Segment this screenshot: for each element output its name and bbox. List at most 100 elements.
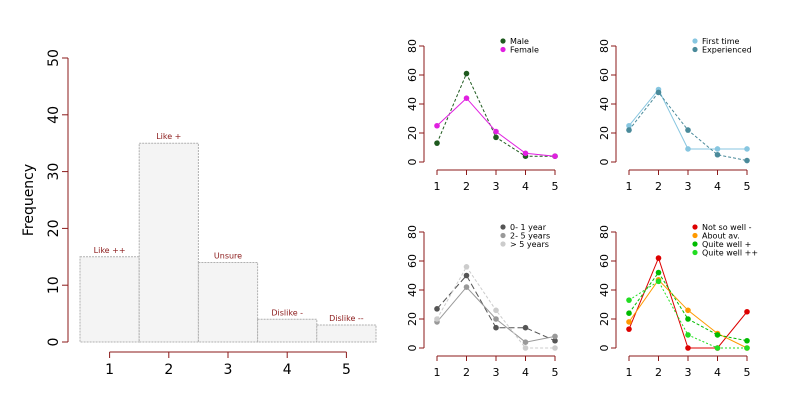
legend-marker (692, 38, 698, 44)
data-point (493, 316, 499, 322)
data-point (744, 157, 750, 164)
legend-entry: Female (510, 46, 539, 55)
x-tick-label: 3 (685, 366, 692, 379)
y-tick-label: 80 (598, 39, 611, 53)
data-point (552, 337, 558, 344)
data-point (493, 324, 499, 331)
x-tick-label: 1 (434, 180, 441, 193)
data-point (522, 150, 529, 157)
data-point (626, 319, 632, 325)
data-point (463, 70, 470, 77)
y-tick-label: 20 (406, 126, 419, 140)
x-tick-label: 5 (744, 180, 751, 193)
y-tick-label: 20 (598, 126, 611, 140)
legend-entry: Quite well + (702, 240, 751, 249)
y-tick-label: 80 (406, 39, 419, 53)
series-line (436, 72, 555, 157)
y-tick-label: 40 (46, 106, 62, 124)
data-point (434, 122, 440, 129)
data-point (522, 324, 529, 331)
data-point (685, 332, 691, 338)
data-point (655, 89, 662, 96)
legend-entry: Male (510, 37, 529, 46)
bar-label: Like + (156, 132, 181, 141)
series-line (436, 286, 556, 343)
y-tick-label: 0 (598, 345, 611, 352)
x-tick-label: 1 (105, 362, 114, 378)
x-tick-label: 3 (493, 366, 500, 379)
y-tick-label: 60 (406, 254, 419, 268)
y-tick-label: 20 (406, 312, 419, 326)
y-tick-label: 40 (406, 283, 419, 297)
x-tick-label: 2 (463, 180, 470, 193)
data-point (434, 316, 440, 322)
data-point (463, 272, 470, 279)
x-tick-label: 2 (164, 362, 173, 378)
data-point (655, 278, 662, 285)
legend-marker (692, 249, 698, 256)
bar (79, 256, 140, 343)
x-tick-label: 5 (552, 366, 559, 379)
data-point (493, 134, 499, 141)
legend-entry: > 5 years (510, 240, 549, 249)
series-line (628, 88, 747, 150)
y-tick-label: 50 (46, 49, 62, 67)
legend-entry: Not so well - (702, 223, 752, 232)
bar-label: Unsure (214, 251, 242, 260)
legend-entry: 2- 5 years (510, 232, 550, 241)
y-tick-label: 20 (598, 312, 611, 326)
bar (138, 142, 199, 343)
data-point (685, 307, 691, 314)
data-point (655, 255, 662, 261)
x-tick-label: 2 (655, 366, 662, 379)
legend-marker (692, 224, 698, 230)
y-tick-label: 80 (406, 225, 419, 239)
y-tick-label: 0 (406, 345, 419, 352)
data-point (626, 122, 632, 129)
data-point (744, 146, 750, 152)
data-point (744, 345, 750, 351)
legend-entry: 0- 1 year (510, 223, 547, 232)
y-tick-label: 80 (598, 225, 611, 239)
x-tick-label: 1 (434, 366, 441, 379)
y-tick-label: 40 (598, 283, 611, 297)
x-tick-label: 4 (714, 180, 721, 193)
x-tick-label: 5 (342, 362, 351, 378)
legend-marker (500, 224, 506, 230)
x-tick-label: 5 (552, 180, 559, 193)
data-point (655, 269, 662, 276)
data-point (552, 345, 558, 351)
legend-marker (692, 232, 698, 239)
bar (316, 324, 377, 343)
y-tick-label: 0 (46, 338, 62, 347)
data-point (685, 127, 691, 133)
x-tick-label: 1 (626, 180, 633, 193)
legend-entry: Experienced (702, 46, 752, 55)
data-point (552, 153, 558, 159)
legend-entry: About av. (702, 232, 740, 241)
x-tick-label: 3 (224, 362, 233, 378)
legend-marker (692, 46, 698, 53)
x-tick-label: 2 (655, 180, 662, 193)
data-point (463, 95, 470, 101)
bar (257, 318, 318, 343)
y-tick-label: 40 (598, 97, 611, 111)
legend-marker (500, 241, 506, 247)
bar (197, 261, 259, 343)
legend-marker (692, 241, 698, 247)
data-point (552, 333, 558, 340)
x-tick-label: 3 (493, 180, 500, 193)
data-point (685, 345, 691, 351)
legend-marker (500, 232, 506, 239)
x-tick-label: 4 (283, 362, 292, 378)
data-point (626, 310, 632, 317)
data-point (493, 128, 499, 135)
legend-entry: First time (702, 37, 740, 46)
x-tick-label: 4 (522, 366, 529, 379)
y-tick-label: 10 (46, 276, 62, 294)
legend-entry: Quite well ++ (702, 249, 758, 258)
y-axis-label: Frequency (21, 164, 37, 236)
x-tick-label: 1 (626, 366, 633, 379)
